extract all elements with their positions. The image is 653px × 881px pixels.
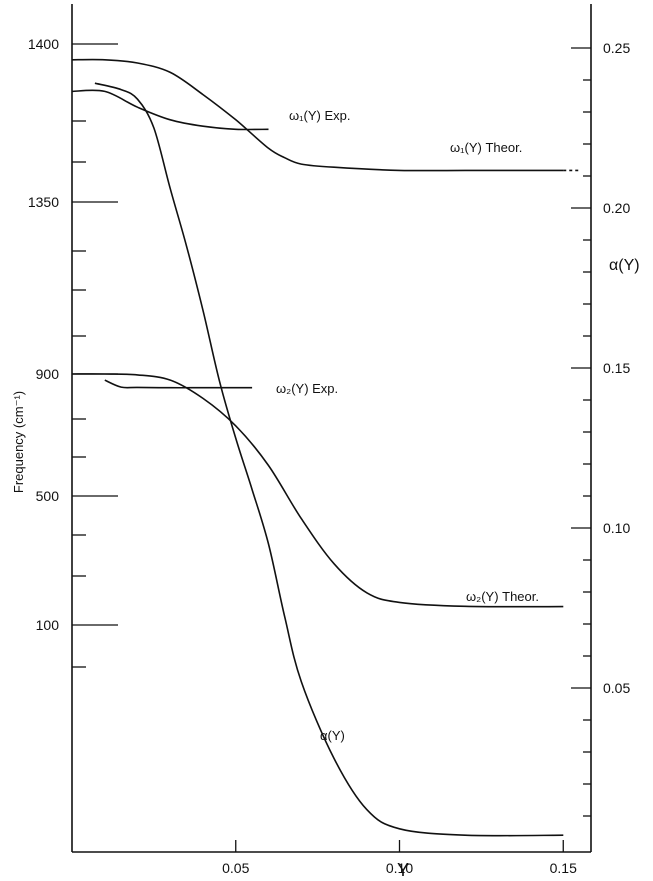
axes — [71, 4, 592, 853]
annotation-omega2-exp: ω₂(Y) Exp. — [276, 381, 338, 396]
right-tick-label: 0.25 — [603, 40, 630, 56]
left-tick-label: 1350 — [28, 194, 59, 210]
series-line-omega1-exp — [71, 89, 269, 131]
annotations: ω₁(Y) Exp. ω₁(Y) Theor. ω₂(Y) Exp. ω₂(Y) Th… — [276, 108, 539, 743]
left-axis-label: Frequency (cm⁻¹) — [11, 391, 26, 493]
annotation-omega1-theor: ω₁(Y) Theor. — [450, 140, 522, 155]
x-tick-label: 0.15 — [550, 860, 577, 876]
x-tick-label: 0.05 — [222, 860, 249, 876]
right-tick-label: 0.05 — [603, 680, 630, 696]
right-tick-label: 0.10 — [603, 520, 630, 536]
annotation-alpha: α(Y) — [320, 728, 345, 743]
series-line-omega2-theor — [71, 373, 564, 608]
annotation-omega1-exp: ω₁(Y) Exp. — [289, 108, 351, 123]
x-tick-label: 0.10 — [386, 860, 413, 876]
series-lines — [71, 58, 580, 837]
annotation-omega2-theor: ω₂(Y) Theor. — [466, 589, 539, 604]
left-tick-label: 1400 — [28, 36, 59, 52]
right-axis-label: α(Y) — [609, 257, 640, 274]
labels: Y Frequency (cm⁻¹) α(Y) — [11, 257, 640, 880]
ticks: 1400 1350 900 500 100 0.25 0.20 0.15 0.10 0.05 0.0… — [28, 36, 631, 876]
right-tick-label: 0.20 — [603, 200, 630, 216]
left-tick-label: 500 — [36, 488, 60, 504]
series-line-alpha — [94, 82, 564, 837]
x-axis-label: Y — [397, 860, 409, 880]
right-tick-label: 0.15 — [603, 360, 630, 376]
left-tick-label: 100 — [36, 617, 60, 633]
left-tick-label: 900 — [36, 366, 60, 382]
series-line-omega2-exp — [104, 379, 253, 389]
series-line-omega1-theor — [71, 58, 564, 172]
